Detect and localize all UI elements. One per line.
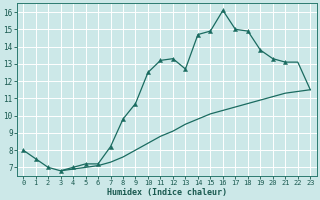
X-axis label: Humidex (Indice chaleur): Humidex (Indice chaleur): [107, 188, 227, 197]
